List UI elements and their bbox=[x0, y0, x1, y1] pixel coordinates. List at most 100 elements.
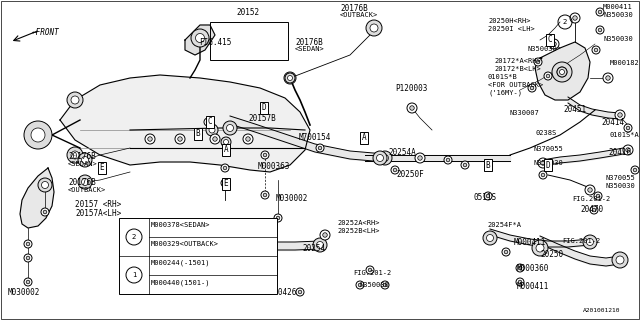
Circle shape bbox=[518, 280, 522, 284]
Circle shape bbox=[296, 288, 304, 296]
Polygon shape bbox=[60, 75, 310, 172]
Text: 20470: 20470 bbox=[580, 205, 603, 214]
Circle shape bbox=[378, 151, 392, 165]
Circle shape bbox=[598, 10, 602, 14]
Text: 20250F: 20250F bbox=[396, 170, 424, 179]
Circle shape bbox=[24, 254, 32, 262]
Text: FIG.415: FIG.415 bbox=[199, 38, 231, 47]
Circle shape bbox=[71, 96, 79, 104]
Text: <SEDAN>: <SEDAN> bbox=[68, 161, 98, 167]
Bar bbox=[210, 22, 288, 60]
Circle shape bbox=[536, 60, 540, 64]
Circle shape bbox=[246, 137, 250, 141]
Text: <OUTBACK>: <OUTBACK> bbox=[68, 187, 106, 193]
Text: N370055: N370055 bbox=[606, 175, 636, 181]
Text: N370055: N370055 bbox=[533, 146, 563, 152]
Circle shape bbox=[552, 42, 556, 46]
Circle shape bbox=[541, 173, 545, 177]
Text: 20254A: 20254A bbox=[388, 148, 416, 157]
Circle shape bbox=[516, 264, 524, 272]
Text: 1: 1 bbox=[132, 272, 136, 278]
Circle shape bbox=[67, 147, 83, 163]
Circle shape bbox=[594, 192, 602, 200]
Text: 2: 2 bbox=[132, 234, 136, 240]
Text: <OUTBACK>: <OUTBACK> bbox=[340, 12, 378, 18]
Circle shape bbox=[223, 121, 237, 135]
Text: N350030: N350030 bbox=[606, 183, 636, 189]
Circle shape bbox=[24, 121, 52, 149]
Circle shape bbox=[318, 146, 322, 150]
Text: N350030: N350030 bbox=[527, 46, 557, 52]
Circle shape bbox=[24, 240, 32, 248]
Text: 0238S: 0238S bbox=[536, 130, 557, 136]
Text: M000378<SEDAN>: M000378<SEDAN> bbox=[151, 222, 211, 228]
Circle shape bbox=[603, 73, 613, 83]
Circle shape bbox=[298, 290, 302, 294]
Circle shape bbox=[356, 281, 364, 289]
Circle shape bbox=[557, 67, 567, 77]
Text: E: E bbox=[224, 180, 228, 188]
Circle shape bbox=[612, 252, 628, 268]
Text: 20254F*A: 20254F*A bbox=[487, 222, 521, 228]
Polygon shape bbox=[20, 168, 54, 228]
Bar bbox=[119, 218, 277, 294]
Text: 2: 2 bbox=[563, 19, 567, 25]
Circle shape bbox=[67, 92, 83, 108]
Circle shape bbox=[223, 140, 228, 145]
Polygon shape bbox=[535, 42, 590, 100]
Circle shape bbox=[530, 86, 534, 90]
Text: N350030: N350030 bbox=[603, 36, 633, 42]
Circle shape bbox=[212, 137, 217, 141]
Circle shape bbox=[223, 181, 227, 185]
Circle shape bbox=[633, 168, 637, 172]
Circle shape bbox=[546, 74, 550, 78]
Text: M000363: M000363 bbox=[258, 162, 291, 171]
Text: M000426: M000426 bbox=[265, 288, 298, 297]
Text: 20254: 20254 bbox=[302, 244, 325, 253]
Text: 20250H<RH>: 20250H<RH> bbox=[488, 18, 531, 24]
Text: 20157B: 20157B bbox=[248, 114, 276, 123]
Circle shape bbox=[541, 161, 545, 165]
Circle shape bbox=[148, 137, 152, 141]
Circle shape bbox=[583, 235, 597, 249]
Circle shape bbox=[518, 266, 522, 270]
Circle shape bbox=[206, 120, 210, 124]
Circle shape bbox=[624, 124, 632, 132]
Text: 20176B: 20176B bbox=[340, 4, 368, 13]
Text: 20172*A<RH>: 20172*A<RH> bbox=[494, 58, 541, 64]
Text: 20250: 20250 bbox=[540, 250, 563, 259]
Circle shape bbox=[368, 268, 372, 272]
Circle shape bbox=[366, 266, 374, 274]
Circle shape bbox=[381, 281, 389, 289]
Circle shape bbox=[38, 178, 52, 192]
Circle shape bbox=[596, 26, 604, 34]
Text: ('16MY-): ('16MY-) bbox=[488, 90, 522, 97]
Circle shape bbox=[145, 134, 155, 144]
Circle shape bbox=[221, 164, 229, 172]
Circle shape bbox=[444, 156, 452, 164]
Circle shape bbox=[484, 192, 492, 200]
Text: A201001210: A201001210 bbox=[582, 308, 620, 313]
Circle shape bbox=[626, 148, 630, 152]
Circle shape bbox=[274, 214, 282, 222]
Circle shape bbox=[596, 194, 600, 198]
Text: B: B bbox=[486, 161, 490, 170]
Circle shape bbox=[44, 210, 47, 214]
Text: 20176B: 20176B bbox=[295, 38, 323, 47]
Text: FIG.201-2: FIG.201-2 bbox=[562, 238, 600, 244]
Circle shape bbox=[483, 231, 497, 245]
Circle shape bbox=[175, 134, 185, 144]
Text: 20176B: 20176B bbox=[68, 152, 96, 161]
Text: A: A bbox=[224, 146, 228, 155]
Circle shape bbox=[538, 158, 548, 168]
Circle shape bbox=[81, 179, 88, 186]
Circle shape bbox=[31, 128, 45, 142]
Circle shape bbox=[407, 103, 417, 113]
Circle shape bbox=[623, 145, 633, 155]
Text: M000360: M000360 bbox=[517, 264, 549, 273]
Text: A: A bbox=[362, 133, 366, 142]
Circle shape bbox=[461, 161, 469, 169]
Circle shape bbox=[227, 124, 234, 132]
Circle shape bbox=[618, 113, 622, 117]
Text: M000244(-1501): M000244(-1501) bbox=[151, 260, 211, 267]
